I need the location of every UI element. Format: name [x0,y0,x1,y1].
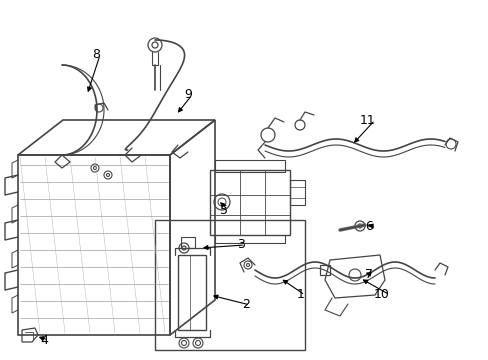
Text: 1: 1 [297,288,305,302]
Bar [209,170,289,235]
Text: 2: 2 [242,298,249,311]
Text: 5: 5 [220,203,227,216]
Text: 7: 7 [364,269,372,282]
Text: 4: 4 [40,333,48,346]
Text: 6: 6 [365,220,372,233]
Bar [289,180,305,205]
Text: 11: 11 [359,113,374,126]
Text: 3: 3 [237,238,244,252]
Text: 9: 9 [184,89,192,102]
Bar [181,237,195,248]
Text: 8: 8 [92,49,100,62]
Bar [319,265,329,275]
Text: 10: 10 [373,288,389,302]
Bar [178,255,205,330]
Bar [155,220,305,350]
Bar [215,160,285,172]
